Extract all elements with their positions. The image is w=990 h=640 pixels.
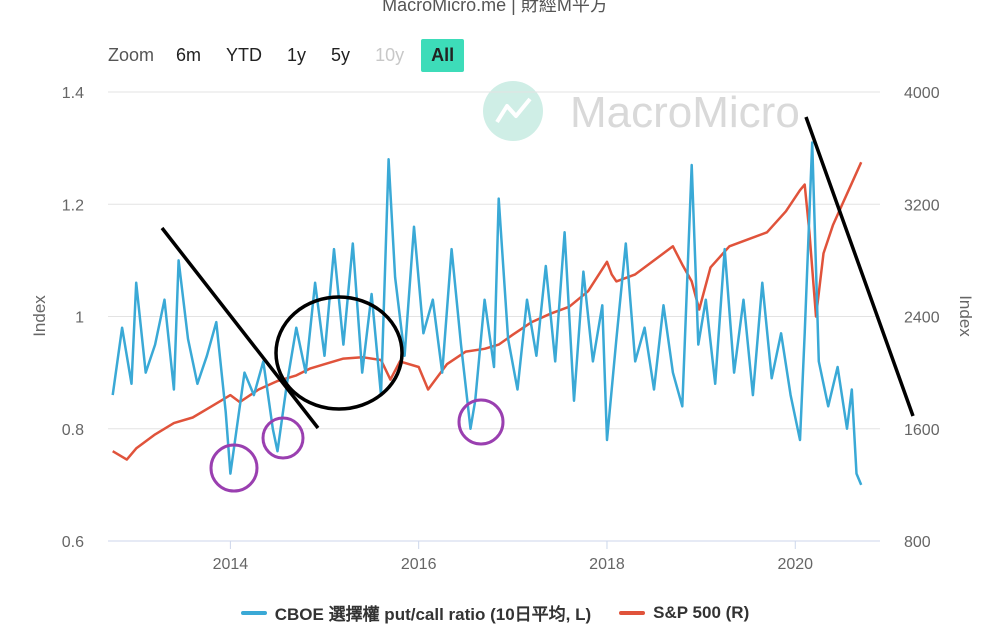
legend-label-sp500: S&P 500 (R) xyxy=(653,602,750,622)
annotation-circle-2 xyxy=(261,416,305,460)
zoom-label: Zoom xyxy=(108,44,155,65)
y-tick-left-label: 0.6 xyxy=(62,534,84,551)
zoom-all-button[interactable]: All xyxy=(421,38,465,72)
y-tick-right-label: 2400 xyxy=(904,310,940,327)
legend-swatch-put-call xyxy=(240,610,267,615)
annotation-circle-3 xyxy=(457,398,505,446)
annotation-ellipse xyxy=(274,295,404,411)
x-axis-ticks: 2014 2016 2018 2020 xyxy=(213,541,813,573)
y-tick-right-label: 1600 xyxy=(904,422,940,439)
annotation-circle-1 xyxy=(209,443,259,493)
annotation-downtrend-line-1 xyxy=(160,226,320,430)
legend: CBOE 選擇權 put/call ratio (10日平均, L) S&P 5… xyxy=(0,600,990,625)
x-tick-label: 2018 xyxy=(589,556,625,573)
zoom-bar: Zoom 6m YTD 1y 5y 10y All xyxy=(108,38,473,72)
y-tick-left-label: 1 xyxy=(75,310,84,327)
annotations xyxy=(160,116,915,493)
annotation-downtrend-line-2 xyxy=(804,116,915,417)
zoom-5y-button[interactable]: 5y xyxy=(331,44,351,65)
zoom-1y-button[interactable]: 1y xyxy=(287,44,307,65)
zoom-ytd-button[interactable]: YTD xyxy=(226,44,263,65)
y-tick-left-label: 1.2 xyxy=(62,197,84,214)
y-tick-left-label: 1.4 xyxy=(62,85,84,102)
y-axis-right-ticks: 800 1600 2400 3200 4000 xyxy=(904,85,940,551)
watermark-text: MacroMicro xyxy=(570,88,800,137)
y-axis-right-label: Index xyxy=(956,295,975,337)
y-tick-right-label: 3200 xyxy=(904,197,940,214)
put-call-line xyxy=(111,141,863,486)
y-tick-right-label: 4000 xyxy=(904,85,940,102)
y-tick-left-label: 0.8 xyxy=(62,422,84,439)
zoom-6m-button[interactable]: 6m xyxy=(176,44,202,65)
legend-item-sp500[interactable]: S&P 500 (R) xyxy=(619,603,749,623)
x-tick-label: 2020 xyxy=(777,556,813,573)
zoom-10y-button: 10y xyxy=(375,44,405,65)
x-tick-label: 2014 xyxy=(213,556,249,573)
y-tick-right-label: 800 xyxy=(904,534,931,551)
page-title: MacroMicro.me | 財經M平方 xyxy=(382,0,608,15)
grid-lines xyxy=(108,91,880,430)
logo-trend-icon xyxy=(495,97,532,124)
macromicro-logo: MacroMicro xyxy=(483,81,800,141)
y-axis-left-label: Index xyxy=(30,295,49,337)
x-tick-label: 2016 xyxy=(401,556,437,573)
legend-label-put-call: CBOE 選擇權 put/call ratio (10日平均, L) xyxy=(274,605,592,624)
legend-swatch-sp500 xyxy=(619,610,646,615)
y-axis-left-ticks: 0.6 0.8 1 1.2 1.4 xyxy=(62,85,84,551)
chart-area: MacroMicro 0.6 0.8 1 1.2 1.4 800 1600 2400 3200… xyxy=(30,81,975,573)
legend-item-put-call[interactable]: CBOE 選擇權 put/call ratio (10日平均, L) xyxy=(240,600,592,625)
